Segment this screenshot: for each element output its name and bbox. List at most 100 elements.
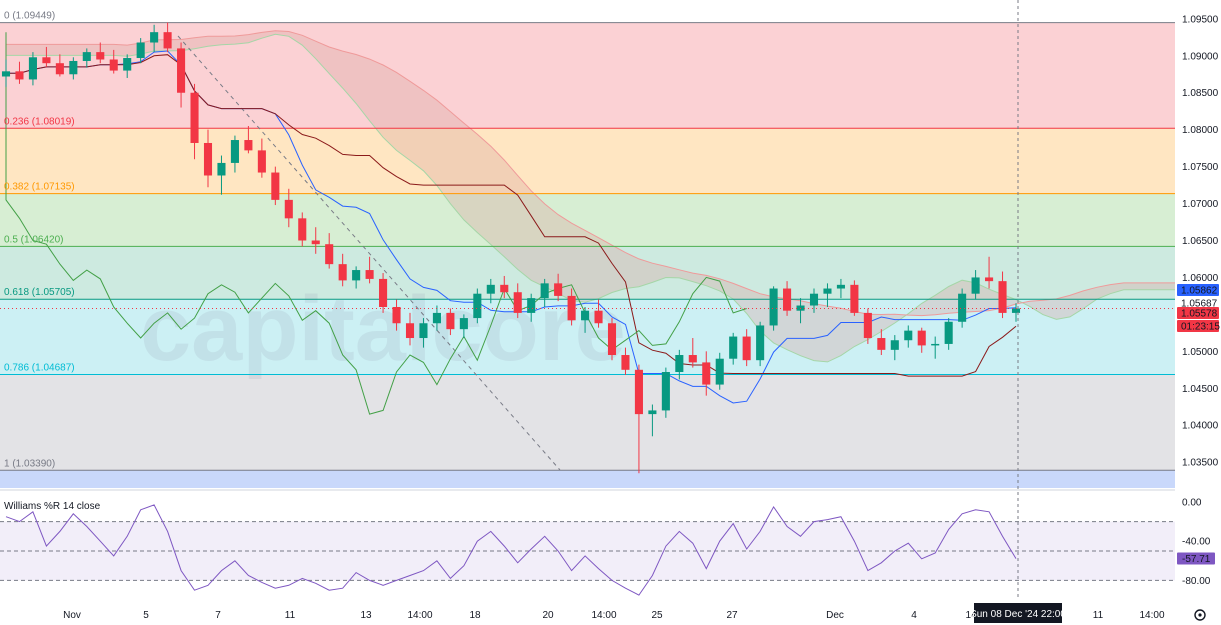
candle <box>527 293 536 322</box>
candle <box>958 288 967 328</box>
ichimoku-cloud <box>6 30 1178 362</box>
fib-level-label: 1 (1.03390) <box>4 458 55 469</box>
williams-r-tick-label: 0.00 <box>1182 498 1202 509</box>
candle-body <box>661 372 670 411</box>
candle-body <box>500 284 509 293</box>
candle <box>904 325 913 348</box>
candle <box>783 281 792 316</box>
time-tick-label: 20 <box>542 610 554 621</box>
candle-body <box>69 60 78 75</box>
candle <box>82 48 91 68</box>
price-badge-label: 01:23:15 <box>1181 322 1220 333</box>
candle-body <box>769 288 778 326</box>
time-tick-label: Nov <box>63 610 81 621</box>
settings-gear-icon[interactable] <box>1194 609 1206 621</box>
candle-body <box>365 270 374 279</box>
time-tick-label: 11 <box>285 610 296 621</box>
time-tick-label: 4 <box>911 610 917 621</box>
candle-body <box>82 52 91 61</box>
candle <box>311 227 320 254</box>
williams-r-line <box>5 504 1017 596</box>
candle-body <box>729 336 738 359</box>
candle <box>284 188 293 228</box>
time-tick-label: Dec <box>826 610 844 621</box>
time-tick-label: 14:00 <box>1139 610 1164 621</box>
candle-body <box>28 57 37 80</box>
candle <box>931 336 940 359</box>
fib-band-0 <box>0 22 1175 129</box>
candle <box>177 42 186 108</box>
price-tick-label: 1.09500 <box>1182 14 1219 25</box>
fib-level-label: 0.618 (1.05705) <box>4 287 75 298</box>
candle-body <box>1 71 11 77</box>
price-badge <box>1177 284 1219 296</box>
candle <box>365 256 374 284</box>
candle-body <box>109 59 118 71</box>
candle-body <box>594 310 603 324</box>
candle <box>1011 303 1021 322</box>
fib-band-5 <box>0 374 1175 471</box>
candle-body <box>338 264 347 281</box>
candle-body <box>702 362 711 385</box>
candle-body <box>96 52 105 60</box>
price-tick-label: 1.06000 <box>1182 273 1219 284</box>
candle <box>257 138 266 178</box>
candle-body <box>298 218 307 241</box>
candle <box>446 308 455 336</box>
candle <box>473 288 482 324</box>
candle <box>513 283 522 319</box>
candle <box>379 273 388 313</box>
price-tick-label: 1.09000 <box>1182 51 1219 62</box>
candle <box>486 278 495 304</box>
candle <box>459 314 468 339</box>
candle <box>123 54 132 78</box>
candle <box>540 278 549 307</box>
candle <box>998 271 1007 319</box>
candle-body <box>513 292 522 313</box>
candle-body <box>675 355 684 373</box>
candle <box>405 312 415 346</box>
candle <box>1 59 11 87</box>
candle <box>621 347 630 375</box>
williams-r-band <box>0 521 1175 581</box>
candle <box>688 338 697 368</box>
candle-body <box>527 298 536 313</box>
candle <box>985 256 994 289</box>
fib-level-label: 0.382 (1.07135) <box>4 182 75 193</box>
fib-band-extension <box>0 470 1175 488</box>
candle-body <box>459 318 468 330</box>
time-tick-label: 13 <box>360 610 372 621</box>
candle <box>715 352 724 390</box>
time-tick-label: 14:00 <box>407 610 432 621</box>
candle-body <box>971 277 980 294</box>
price-badge-label: 1.05862 <box>1181 286 1218 297</box>
candle <box>150 24 159 53</box>
price-badge <box>1177 320 1219 332</box>
candle <box>554 273 563 302</box>
candle-body <box>756 325 765 361</box>
candle <box>581 306 590 333</box>
fib-level-label: 0.5 (1.06420) <box>4 234 64 245</box>
candle <box>809 288 819 313</box>
candle <box>217 155 226 195</box>
candle-body <box>405 323 415 339</box>
candle-body <box>850 284 859 313</box>
price-tick-label: 1.03500 <box>1182 458 1219 469</box>
candle <box>244 125 253 154</box>
candle <box>971 270 980 300</box>
candle <box>702 351 711 396</box>
ichimoku-span-a <box>6 33 1178 363</box>
candle-body <box>904 330 913 341</box>
crosshair-time-badge: Sun 08 Dec '24 22:00 <box>970 603 1066 623</box>
candle-body <box>190 92 199 143</box>
candle <box>352 266 361 289</box>
price-tick-label: 1.07000 <box>1182 199 1219 210</box>
fib-level-label: 0.236 (1.08019) <box>4 116 75 127</box>
candle-body <box>715 358 724 385</box>
candle <box>823 283 832 307</box>
price-badge <box>1177 297 1219 309</box>
candle-body <box>836 284 845 289</box>
candle <box>190 83 199 160</box>
candle <box>338 253 347 287</box>
